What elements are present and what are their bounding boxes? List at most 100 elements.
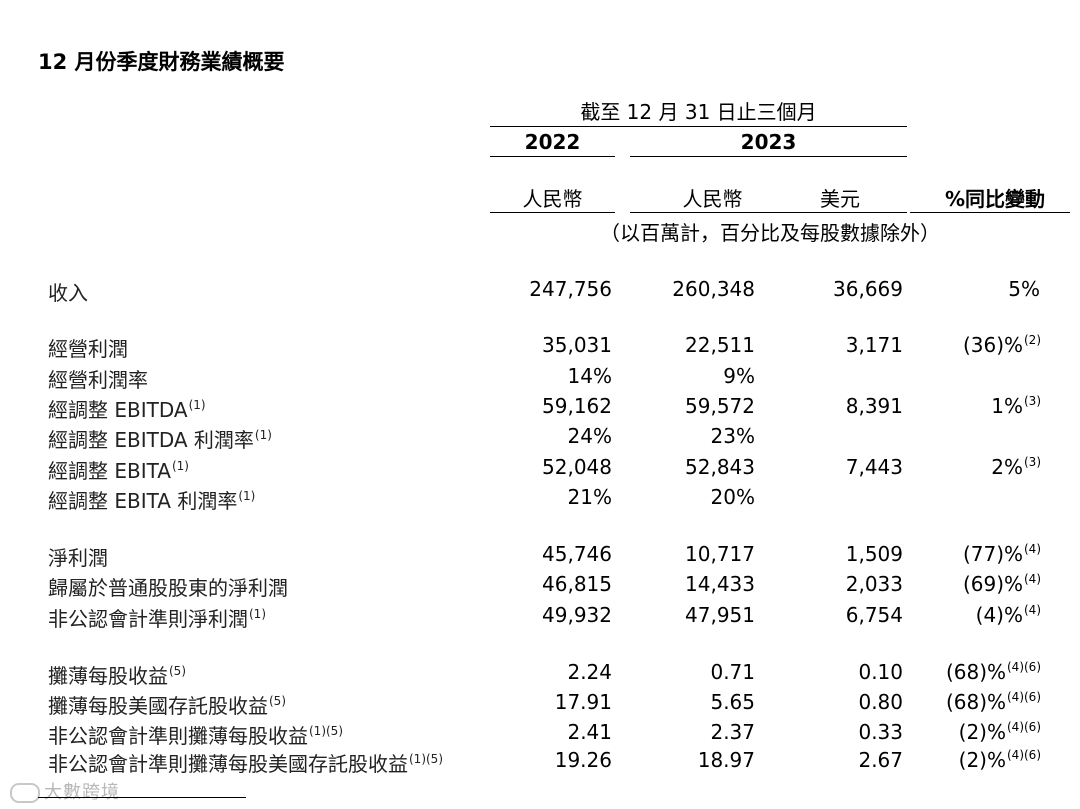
cell-rmb-2022: 52,048 xyxy=(542,455,612,479)
cell-rmb-2023: 14,433 xyxy=(685,572,755,596)
cell-yoy-change: (68)%(4)(6) xyxy=(946,690,1041,714)
cell-rmb-2023: 20% xyxy=(710,485,755,509)
cell-rmb-2023: 9% xyxy=(723,364,755,388)
row-label-text: 非公認會計準則攤薄每股美國存託股收益 xyxy=(48,752,408,776)
col-rmb-2023: 人民幣 xyxy=(682,187,743,211)
row-label-text: 經營利潤率 xyxy=(48,368,148,392)
col-usd-2023: 美元 xyxy=(820,187,860,211)
yoy-value: (2)% xyxy=(958,720,1006,744)
row-label-text: 淨利潤 xyxy=(48,546,108,570)
yoy-value: (77)% xyxy=(962,542,1023,566)
yoy-footnote-ref: (4)(6) xyxy=(1007,748,1041,762)
row-label-text: 攤薄每股美國存託股收益 xyxy=(48,694,268,718)
cell-yoy-change: (69)%(4) xyxy=(963,572,1041,596)
row-footnote-ref: (1) xyxy=(171,459,189,473)
col-yoy-change: %同比變動 xyxy=(944,187,1046,211)
cell-usd-2023: 0.33 xyxy=(858,720,903,744)
cell-usd-2023: 7,443 xyxy=(845,455,903,479)
yoy-value: (68)% xyxy=(945,690,1006,714)
yoy-value: (69)% xyxy=(962,572,1023,596)
cell-usd-2023: 0.80 xyxy=(858,690,903,714)
cell-rmb-2022: 45,746 xyxy=(542,542,612,566)
unit-note: （以百萬計，百分比及每股數據除外） xyxy=(600,221,940,245)
yoy-footnote-ref: (3) xyxy=(1024,455,1041,469)
cell-rmb-2022: 49,932 xyxy=(542,603,612,627)
yoy-value: (36)% xyxy=(962,333,1023,357)
cell-yoy-change xyxy=(1040,424,1041,448)
row-footnote-ref: (5) xyxy=(169,664,186,678)
yoy-footnote-ref: (4) xyxy=(1024,603,1041,617)
cell-usd-2023: 0.10 xyxy=(858,660,903,684)
yoy-footnote-ref: (4)(6) xyxy=(1007,720,1041,734)
yoy-footnote-ref: (4)(6) xyxy=(1007,690,1041,704)
col-yoy-rule xyxy=(910,212,1070,213)
row-label-text: 經調整 EBITA 利潤率 xyxy=(48,489,238,513)
cell-yoy-change: (2)%(4)(6) xyxy=(959,720,1041,744)
cell-yoy-change: (2)%(4)(6) xyxy=(959,748,1041,772)
cell-rmb-2022: 59,162 xyxy=(542,394,612,418)
yoy-footnote-ref: (2) xyxy=(1024,333,1041,347)
cell-yoy-change: 5% xyxy=(1008,277,1041,301)
row-label-text: 非公認會計準則攤薄每股收益 xyxy=(48,724,308,748)
row-footnote-ref: (5) xyxy=(269,694,286,708)
cell-rmb-2023: 22,511 xyxy=(685,333,755,357)
watermark: 大數跨境 xyxy=(10,778,120,804)
cell-rmb-2023: 52,843 xyxy=(685,455,755,479)
cell-rmb-2023: 10,717 xyxy=(685,542,755,566)
yoy-value: (68)% xyxy=(945,660,1006,684)
cell-usd-2023: 1,509 xyxy=(845,542,903,566)
cell-usd-2023: 6,754 xyxy=(845,603,903,627)
row-label: 收入 xyxy=(48,277,89,306)
cell-usd-2023: 36,669 xyxy=(833,277,903,301)
row-footnote-ref: (1) xyxy=(188,398,206,412)
watermark-text: 大數跨境 xyxy=(44,782,120,803)
cell-usd-2023: 2.67 xyxy=(858,748,903,772)
cell-rmb-2022: 21% xyxy=(567,485,612,509)
row-label-text: 收入 xyxy=(48,281,88,305)
row-footnote-ref: (1) xyxy=(254,428,272,442)
cell-rmb-2022: 2.24 xyxy=(567,660,612,684)
row-label-text: 經營利潤 xyxy=(48,337,128,361)
year-2023-rule xyxy=(630,156,907,157)
cell-rmb-2022: 2.41 xyxy=(567,720,612,744)
row-footnote-ref: (1) xyxy=(238,489,256,503)
cell-rmb-2023: 5.65 xyxy=(710,690,755,714)
row-label: 經營利潤 xyxy=(48,333,129,362)
cell-rmb-2023: 47,951 xyxy=(685,603,755,627)
cell-rmb-2023: 23% xyxy=(710,424,755,448)
yoy-footnote-ref: (3) xyxy=(1024,394,1041,408)
yoy-footnote-ref: (4) xyxy=(1024,572,1041,586)
row-label: 經調整 EBITDA 利潤率(1) xyxy=(48,424,272,453)
yoy-value: 5% xyxy=(1008,277,1040,301)
cell-rmb-2023: 18.97 xyxy=(697,748,755,772)
cell-rmb-2022: 46,815 xyxy=(542,572,612,596)
cell-yoy-change: (36)%(2) xyxy=(963,333,1041,357)
footnote-rule xyxy=(38,797,246,798)
yoy-footnote-ref: (4)(6) xyxy=(1007,660,1041,674)
watermark-logo-icon xyxy=(10,783,40,803)
row-label: 淨利潤 xyxy=(48,542,109,571)
row-label: 非公認會計準則攤薄每股美國存託股收益(1)(5) xyxy=(48,748,443,777)
yoy-value: (2)% xyxy=(958,748,1006,772)
row-label-text: 經調整 EBITA xyxy=(48,459,171,483)
row-label-text: 經調整 EBITDA xyxy=(48,398,188,422)
period-header: 截至 12 月 31 日止三個月 xyxy=(580,100,817,124)
row-label: 攤薄每股美國存託股收益(5) xyxy=(48,690,286,719)
year-2023: 2023 xyxy=(740,130,797,154)
row-label-text: 攤薄每股收益 xyxy=(48,664,168,688)
cell-yoy-change: 2%(3) xyxy=(991,455,1041,479)
cell-yoy-change: 1%(3) xyxy=(991,394,1041,418)
period-rule xyxy=(490,126,907,127)
row-label-text: 歸屬於普通股股東的淨利潤 xyxy=(48,576,288,600)
row-label: 經調整 EBITDA(1) xyxy=(48,394,206,423)
row-label: 非公認會計準則淨利潤(1) xyxy=(48,603,266,632)
cell-yoy-change xyxy=(1040,485,1041,509)
cell-usd-2023: 2,033 xyxy=(845,572,903,596)
cell-rmb-2023: 2.37 xyxy=(710,720,755,744)
row-footnote-ref: (1) xyxy=(249,607,266,621)
year-2022: 2022 xyxy=(524,130,581,154)
yoy-footnote-ref: (4) xyxy=(1024,542,1041,556)
yoy-value: 2% xyxy=(991,455,1023,479)
row-footnote-ref: (1)(5) xyxy=(309,724,343,738)
col-rmb-2023-rule xyxy=(630,212,775,213)
